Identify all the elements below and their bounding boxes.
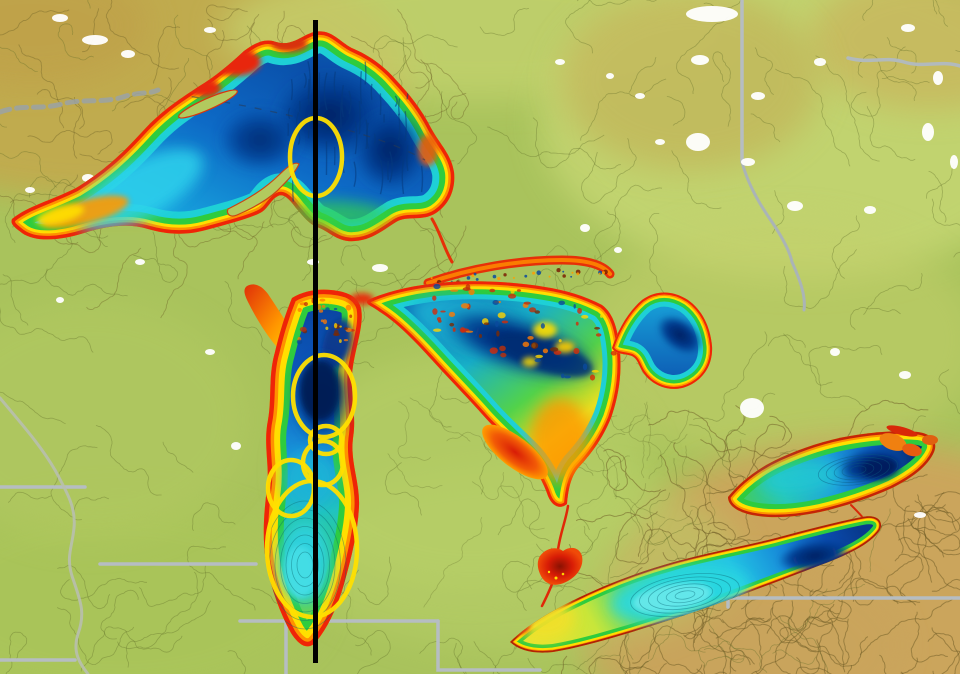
- keweenaw-peninsula: [226, 162, 300, 217]
- small-lake: [52, 14, 68, 22]
- connecting-channels: [350, 217, 865, 608]
- small-lake: [614, 247, 622, 253]
- highlight-ellipse: [290, 352, 358, 440]
- small-lake: [901, 24, 915, 32]
- small-lake: [751, 92, 765, 100]
- small-lake: [555, 59, 565, 65]
- small-lake: [655, 139, 665, 145]
- isle-royale: [178, 89, 238, 119]
- georgian-bay[interactable]: [612, 292, 713, 389]
- small-lake: [686, 133, 710, 151]
- ontario-ne-shoals: [886, 425, 918, 437]
- annotation-layer: [264, 20, 360, 663]
- small-lake: [864, 206, 876, 214]
- small-lake: [205, 349, 215, 355]
- small-lake: [204, 27, 216, 33]
- small-lake: [740, 398, 764, 418]
- small-lake: [933, 71, 943, 85]
- ontario-ne-shoals: [902, 443, 922, 457]
- lake-huron[interactable]: [366, 255, 621, 507]
- small-lake: [787, 201, 803, 211]
- detroit-river: [540, 582, 554, 608]
- saginaw-bay: [482, 424, 548, 480]
- st-marys-river: [430, 217, 454, 264]
- small-lake: [899, 371, 911, 379]
- lake-ontario[interactable]: [728, 423, 938, 518]
- ontario-ne-shoals: [879, 433, 907, 451]
- small-lake: [830, 348, 840, 356]
- small-lake: [56, 297, 64, 303]
- small-lake: [135, 259, 145, 265]
- small-lake: [82, 35, 108, 45]
- lake-st-clair[interactable]: [537, 547, 583, 585]
- small-lake: [741, 158, 755, 166]
- small-lake: [635, 93, 645, 99]
- straits-of-mackinac: [350, 293, 374, 305]
- small-lake: [950, 155, 958, 169]
- highlight-ellipse: [307, 423, 345, 457]
- small-lakes: [25, 6, 958, 518]
- small-lake: [686, 6, 738, 22]
- small-lake: [121, 50, 135, 58]
- small-lake: [922, 123, 934, 141]
- ontario-ne-shoals: [922, 435, 938, 445]
- small-lake: [580, 224, 590, 232]
- small-lake: [606, 73, 614, 79]
- small-lake: [372, 264, 388, 272]
- small-lake: [914, 512, 926, 518]
- small-lake: [231, 442, 241, 450]
- st-clair-river: [556, 504, 570, 552]
- highlight-ellipse: [264, 478, 360, 620]
- small-lake: [814, 58, 826, 66]
- small-lake: [691, 55, 709, 65]
- small-lake: [25, 187, 35, 193]
